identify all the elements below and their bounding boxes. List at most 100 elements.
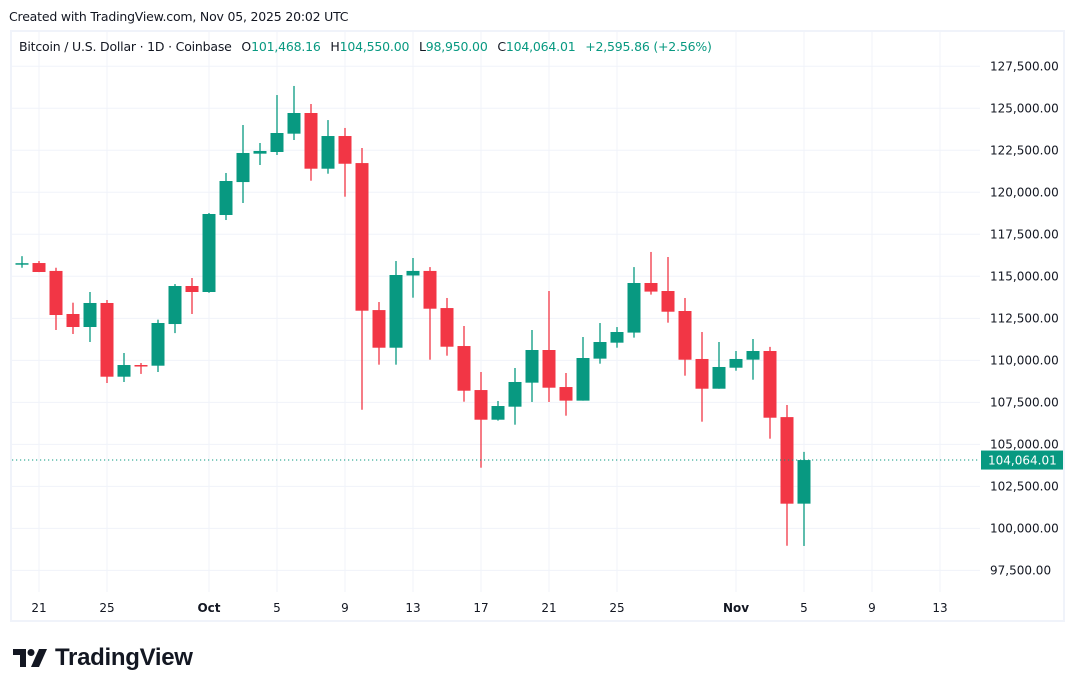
time-axis: 21 25 Oct 5 9 13 17 21 25 Nov 5 9 13 bbox=[31, 601, 947, 615]
time-tick-label: 5 bbox=[800, 601, 808, 615]
symbol-description: Bitcoin / U.S. Dollar · 1D · Coinbase bbox=[19, 39, 232, 54]
grid bbox=[12, 32, 980, 592]
candle bbox=[15, 256, 29, 268]
price-tick-label: 107,500.00 bbox=[990, 395, 1059, 409]
candle bbox=[66, 302, 80, 335]
candle bbox=[321, 120, 335, 174]
candle bbox=[219, 172, 233, 221]
tradingview-logo-text: TradingView bbox=[55, 644, 193, 671]
candle-body bbox=[117, 365, 131, 377]
time-tick-label: 5 bbox=[273, 601, 281, 615]
candle-body bbox=[321, 136, 335, 169]
candle-body bbox=[644, 282, 658, 292]
price-tick-label: 115,000.00 bbox=[990, 269, 1059, 283]
candle bbox=[712, 342, 726, 389]
candle-body bbox=[219, 180, 233, 215]
candle-body bbox=[474, 390, 488, 420]
low-value: 98,950.00 bbox=[425, 39, 488, 54]
candle-body bbox=[525, 350, 539, 383]
candle bbox=[32, 261, 46, 273]
close-value: 104,064.01 bbox=[505, 39, 576, 54]
candle-body bbox=[168, 286, 182, 325]
candle-body bbox=[695, 358, 709, 389]
candle-body bbox=[423, 270, 437, 309]
candles bbox=[15, 85, 811, 546]
candle bbox=[100, 300, 114, 383]
candle bbox=[134, 363, 148, 374]
candle-body bbox=[440, 308, 454, 347]
price-tick-label: 97,500.00 bbox=[990, 563, 1051, 577]
tradingview-logo[interactable]: TradingView bbox=[13, 644, 193, 672]
candle bbox=[83, 292, 97, 343]
candle-body bbox=[83, 302, 97, 327]
change-value: +2,595.86 (+2.56%) bbox=[585, 39, 712, 54]
candle bbox=[763, 346, 777, 439]
time-tick-label: 9 bbox=[868, 601, 876, 615]
time-tick-label: 9 bbox=[341, 601, 349, 615]
candle-body bbox=[202, 213, 216, 293]
price-tick-label: 110,000.00 bbox=[990, 353, 1059, 367]
candle bbox=[236, 125, 250, 203]
candle bbox=[440, 297, 454, 356]
candle-body bbox=[763, 351, 777, 418]
candle-body bbox=[100, 302, 114, 377]
candle-body bbox=[236, 152, 250, 183]
price-tick-label: 120,000.00 bbox=[990, 185, 1059, 199]
last-price-label: 104,064.01 bbox=[988, 454, 1057, 468]
candle bbox=[253, 142, 267, 166]
candle-body bbox=[678, 311, 692, 360]
time-tick-label: 25 bbox=[99, 601, 114, 615]
candle bbox=[610, 327, 624, 348]
candle bbox=[661, 256, 675, 323]
candle bbox=[389, 261, 403, 365]
candle-body bbox=[746, 351, 760, 360]
candle-body bbox=[729, 358, 743, 368]
candle bbox=[491, 400, 505, 421]
candle-body bbox=[372, 310, 386, 348]
candle bbox=[627, 267, 641, 338]
candle bbox=[542, 291, 556, 402]
candle-body bbox=[287, 113, 301, 134]
chart-frame bbox=[10, 30, 1065, 622]
candle bbox=[508, 367, 522, 425]
candle bbox=[576, 336, 590, 401]
low-label: L bbox=[418, 39, 426, 54]
candle bbox=[746, 339, 760, 380]
candle bbox=[729, 351, 743, 371]
candle-body bbox=[66, 313, 80, 327]
tradingview-logo-icon bbox=[13, 649, 47, 667]
price-axis: 127,500.00 125,000.00 122,500.00 120,000.00… bbox=[990, 59, 1059, 577]
open-label: O bbox=[241, 39, 252, 54]
candle bbox=[49, 267, 63, 331]
candle bbox=[270, 95, 284, 156]
candle bbox=[423, 267, 437, 360]
candle bbox=[678, 297, 692, 376]
time-tick-label: 17 bbox=[473, 601, 488, 615]
candle bbox=[355, 147, 369, 410]
candle bbox=[525, 329, 539, 402]
candle-body bbox=[304, 113, 318, 169]
time-tick-label: 21 bbox=[31, 601, 46, 615]
candle-body bbox=[780, 417, 794, 504]
candle-body bbox=[559, 387, 573, 401]
candle-body bbox=[389, 275, 403, 348]
last-price-tag bbox=[981, 450, 1063, 470]
candle-body bbox=[185, 286, 199, 293]
candle bbox=[372, 302, 386, 365]
candle-body bbox=[338, 136, 352, 164]
time-tick-label: Oct bbox=[197, 601, 220, 615]
candle bbox=[338, 127, 352, 197]
candle bbox=[202, 212, 216, 293]
time-tick-label: 25 bbox=[609, 601, 624, 615]
candle-body bbox=[576, 357, 590, 401]
candle-body bbox=[593, 342, 607, 359]
candle-body bbox=[542, 350, 556, 388]
candle-body bbox=[151, 323, 165, 366]
price-tick-label: 100,000.00 bbox=[990, 521, 1059, 535]
time-tick-label: 13 bbox=[405, 601, 420, 615]
price-tick-label: 117,500.00 bbox=[990, 227, 1059, 241]
created-with-caption: Created with TradingView.com, Nov 05, 20… bbox=[9, 9, 349, 24]
candle bbox=[593, 323, 607, 364]
price-tick-label: 112,500.00 bbox=[990, 311, 1059, 325]
